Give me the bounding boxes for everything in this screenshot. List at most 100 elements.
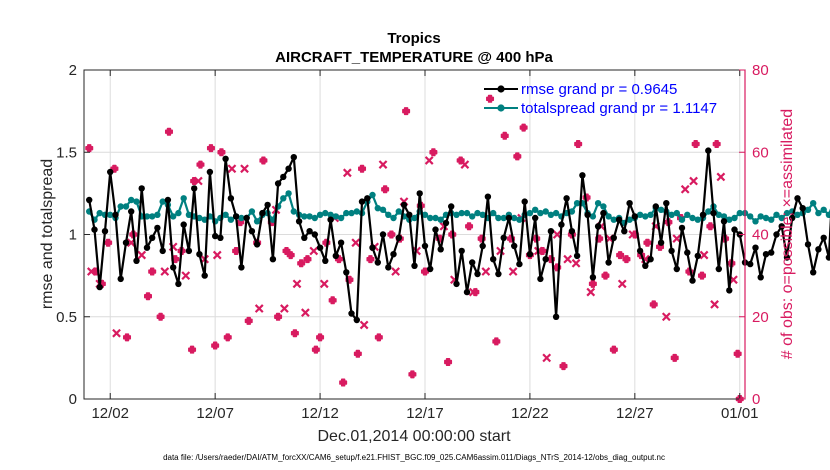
obs-possible-marker (670, 353, 679, 362)
totalspread-point (647, 211, 654, 218)
x-tick-label: 12/07 (196, 405, 234, 422)
obs-assimilated-marker (112, 328, 121, 338)
rmse-point (91, 226, 98, 233)
rmse-point (726, 287, 733, 294)
totalspread-point (600, 203, 607, 210)
totalspread-point (747, 213, 754, 220)
obs-possible-marker (297, 259, 306, 268)
obs-possible-marker (232, 246, 241, 255)
rmse-point (516, 260, 523, 268)
totalspread-point (285, 190, 292, 197)
totalspread-point (322, 209, 329, 217)
obs-assimilated-marker (86, 267, 96, 276)
totalspread-point (694, 216, 701, 223)
rmse-point (694, 252, 701, 260)
rmse-point (684, 249, 691, 256)
rmse-point (715, 265, 722, 273)
rmse-point (227, 195, 235, 202)
totalspread-point (301, 213, 308, 220)
obs-assimilated-marker (680, 184, 690, 194)
totalspread-point (626, 216, 633, 223)
obs-possible-marker (444, 357, 453, 366)
obs-possible-marker (582, 193, 591, 202)
obs-possible-marker (609, 345, 618, 354)
obs-assimilated-marker (672, 234, 682, 243)
totalspread-point (469, 213, 476, 220)
rmse-point (269, 256, 277, 263)
rmse-point (128, 208, 135, 215)
totalspread-point (511, 214, 518, 222)
rmse-point (411, 262, 418, 269)
rmse-point (191, 185, 198, 192)
rmse-point (647, 256, 654, 263)
x-axis-label: Dec.01,2014 00:00:00 start (317, 428, 511, 445)
obs-possible-marker (311, 345, 320, 354)
totalspread-point (133, 198, 140, 205)
rmse-point (259, 209, 266, 217)
rmse-series (86, 147, 830, 324)
obs-possible-marker (259, 156, 268, 165)
rmse-point (757, 274, 764, 281)
rmse-point (678, 224, 686, 232)
obs-possible-marker (148, 267, 157, 276)
rmse-point (484, 193, 492, 200)
totalspread-point (804, 206, 812, 213)
rmse-point (238, 264, 245, 271)
totalspread-point (128, 196, 135, 204)
obs-possible-marker (643, 238, 652, 247)
totalspread-point (657, 206, 665, 213)
rmse-point (390, 251, 397, 258)
totalspread-point (463, 209, 471, 217)
obs-assimilated-marker (240, 164, 249, 174)
obs-possible-marker (217, 148, 226, 157)
totalspread-point (432, 214, 439, 222)
totalspread-point (227, 216, 235, 223)
rmse-point (395, 234, 402, 241)
rmse-point (652, 203, 659, 210)
totalspread-point (149, 213, 156, 220)
totalspread-series (86, 190, 830, 227)
rmse-point (820, 234, 827, 241)
obs-possible-marker (290, 329, 299, 338)
totalspread-point (369, 191, 376, 199)
rmse-point (243, 214, 250, 222)
rmse-point (379, 231, 387, 238)
totalspread-point (726, 216, 733, 223)
rmse-point (406, 211, 413, 218)
rmse-point (799, 205, 806, 212)
obs-assimilated-marker (212, 250, 222, 260)
rmse-point (668, 247, 675, 255)
rmse-line (88, 149, 830, 322)
rmse-point (353, 316, 360, 324)
obs-assimilated-marker (359, 320, 369, 330)
rmse-point (143, 244, 151, 251)
rmse-point (552, 313, 560, 320)
totalspread-point (752, 218, 759, 225)
rmse-point (301, 234, 308, 241)
rmse-point (762, 251, 770, 258)
rmse-point (558, 221, 565, 228)
rmse-point (316, 244, 324, 251)
obs-possible-marker (85, 144, 94, 153)
obs-possible-marker (574, 140, 583, 149)
totalspread-point (175, 209, 182, 217)
legend-rmse-marker (497, 85, 505, 93)
rmse-point (495, 270, 502, 278)
rmse-point (364, 195, 371, 202)
rmse-point (107, 168, 114, 176)
totalspread-point (605, 213, 612, 220)
totalspread-point (122, 203, 130, 210)
rmse-point (584, 211, 591, 218)
totalspread-point (783, 209, 791, 217)
totalspread-point (238, 214, 245, 222)
totalspread-point (474, 209, 481, 217)
totalspread-point (516, 216, 523, 223)
rmse-point (815, 246, 822, 253)
obs-possible-marker (244, 316, 253, 325)
rmse-point (358, 198, 366, 205)
obs-assimilated-marker (460, 160, 470, 169)
rmse-point (448, 203, 455, 210)
rmse-point (573, 252, 581, 260)
obs-possible-marker (316, 333, 325, 342)
obs-assimilated-marker (137, 250, 147, 260)
